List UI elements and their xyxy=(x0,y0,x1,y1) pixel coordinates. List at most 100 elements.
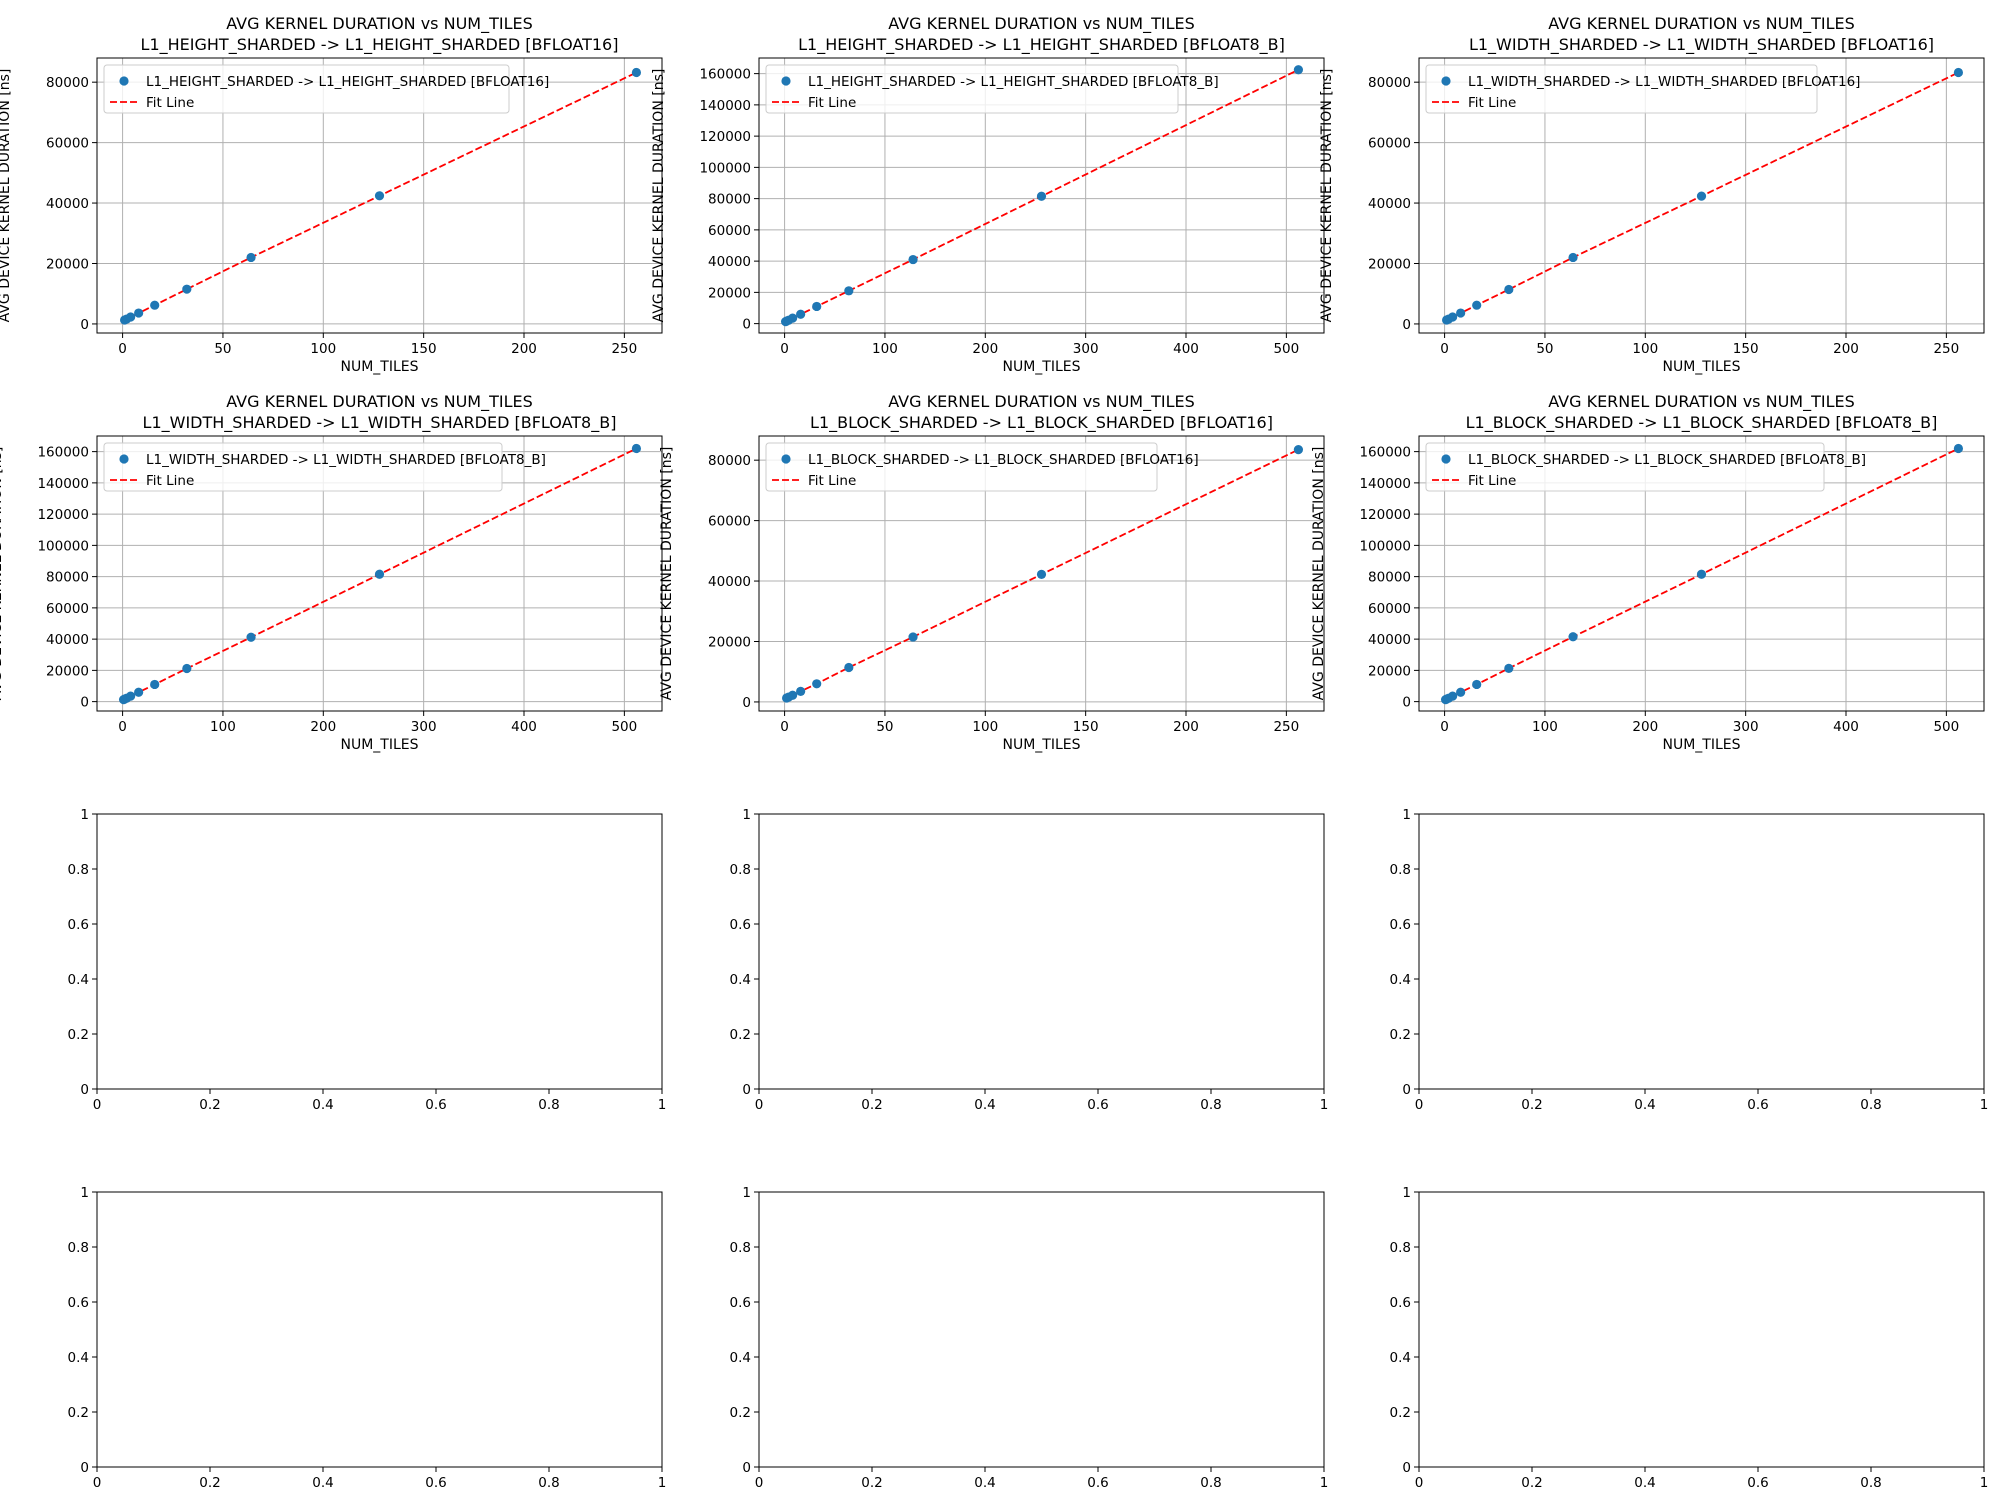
y-axis-label: AVG DEVICE KERNEL DURATION [ns] xyxy=(1319,69,1335,323)
y-tick-label: 0.8 xyxy=(68,862,89,878)
y-tick-label: 80000 xyxy=(708,453,751,469)
y-tick-label: 1 xyxy=(742,807,751,823)
y-tick-label: 0.8 xyxy=(730,1240,751,1256)
legend-marker-points xyxy=(1441,76,1451,86)
y-tick-label: 80000 xyxy=(1368,75,1411,91)
x-tick-label: 0.6 xyxy=(425,1097,446,1113)
y-tick-label: 40000 xyxy=(1368,632,1411,648)
y-tick-label: 20000 xyxy=(1368,256,1411,272)
chart-title: AVG KERNEL DURATION vs NUM_TILES xyxy=(226,14,533,34)
legend-label: L1_BLOCK_SHARDED -> L1_BLOCK_SHARDED [BF… xyxy=(1468,452,1866,468)
x-tick-label: 500 xyxy=(1933,719,1959,735)
chart-subtitle: L1_HEIGHT_SHARDED -> L1_HEIGHT_SHARDED [… xyxy=(798,35,1285,55)
x-tick-label: 1 xyxy=(658,1475,667,1491)
x-tick-label: 300 xyxy=(411,719,437,735)
y-tick-label: 0 xyxy=(1402,1082,1411,1098)
data-point xyxy=(1696,191,1707,201)
y-tick-label: 0.2 xyxy=(68,1405,89,1421)
data-point xyxy=(182,663,192,674)
x-tick-label: 400 xyxy=(511,719,537,735)
legend-label: Fit Line xyxy=(1468,95,1516,111)
y-tick-label: 0.8 xyxy=(68,1240,89,1256)
x-tick-label: 200 xyxy=(310,719,336,735)
legend-label: L1_WIDTH_SHARDED -> L1_WIDTH_SHARDED [BF… xyxy=(1468,74,1860,90)
x-tick-label: 0.8 xyxy=(1860,1475,1881,1491)
y-tick-label: 0.4 xyxy=(68,972,89,988)
chart-subtitle: L1_HEIGHT_SHARDED -> L1_HEIGHT_SHARDED [… xyxy=(141,35,619,55)
axes-frame xyxy=(758,813,1325,1090)
axes-frame xyxy=(1418,1191,1985,1468)
x-tick-label: 0 xyxy=(780,341,789,357)
data-point xyxy=(812,301,822,312)
legend: L1_HEIGHT_SHARDED -> L1_HEIGHT_SHARDED [… xyxy=(103,64,549,114)
y-tick-label: 20000 xyxy=(708,634,751,650)
x-tick-label: 0.2 xyxy=(861,1097,882,1113)
subplot-7: 0 0.2 0.4 0.6 0.8 1 0 0.2 0.4 0.6 0.8 1 xyxy=(68,807,667,1113)
x-tick-label: 200 xyxy=(972,341,998,357)
x-tick-label: 0.8 xyxy=(1200,1475,1221,1491)
y-tick-label: 0.6 xyxy=(1390,1295,1411,1311)
x-tick-label: 0 xyxy=(1440,719,1449,735)
legend-box xyxy=(1425,442,1825,492)
legend-label: Fit Line xyxy=(146,473,194,489)
legend: L1_BLOCK_SHARDED -> L1_BLOCK_SHARDED [BF… xyxy=(1425,442,1866,492)
data-point xyxy=(374,569,385,579)
data-point xyxy=(126,312,136,322)
legend-label: Fit Line xyxy=(808,473,856,489)
legend: L1_BLOCK_SHARDED -> L1_BLOCK_SHARDED [BF… xyxy=(765,442,1199,492)
data-point xyxy=(246,632,256,642)
y-tick-label: 60000 xyxy=(1368,601,1411,617)
chart-title: AVG KERNEL DURATION vs NUM_TILES xyxy=(888,392,1195,412)
legend-box xyxy=(765,64,1179,114)
x-tick-label: 0 xyxy=(93,1097,102,1113)
axes-frame xyxy=(96,1191,663,1468)
chart-title: AVG KERNEL DURATION vs NUM_TILES xyxy=(1548,392,1855,412)
y-tick-label: 0 xyxy=(742,695,751,711)
x-axis-label: NUM_TILES xyxy=(1002,737,1080,753)
x-axis-label: NUM_TILES xyxy=(1002,359,1080,375)
subplot-6: 0 100 200 300 400 500 0 20000 40000 60000 80000 100… xyxy=(1311,392,1985,753)
x-tick-label: 150 xyxy=(1733,341,1759,357)
data-point xyxy=(844,286,854,296)
y-tick-label: 0.6 xyxy=(730,1295,751,1311)
data-point xyxy=(1953,443,1964,454)
data-point xyxy=(150,300,160,310)
chart-subtitle: L1_WIDTH_SHARDED -> L1_WIDTH_SHARDED [BF… xyxy=(1469,35,1934,55)
legend: L1_WIDTH_SHARDED -> L1_WIDTH_SHARDED [BF… xyxy=(1425,64,1860,114)
y-tick-label: 0.2 xyxy=(68,1027,89,1043)
x-tick-label: 0 xyxy=(1415,1475,1424,1491)
y-tick-label: 0.8 xyxy=(730,862,751,878)
x-tick-label: 0.2 xyxy=(1521,1475,1542,1491)
y-axis-label: AVG DEVICE KERNEL DURATION [ns] xyxy=(0,69,13,323)
y-tick-label: 140000 xyxy=(699,98,751,114)
y-tick-label: 20000 xyxy=(46,256,89,272)
y-tick-label: 0 xyxy=(742,1082,751,1098)
subplot-3: 0 50 100 150 200 250 0 20000 40000 60000 80000 AVG … xyxy=(1319,14,1985,375)
y-tick-label: 0 xyxy=(1402,695,1411,711)
data-point xyxy=(1293,444,1304,455)
y-tick-label: 60000 xyxy=(708,223,751,239)
data-point xyxy=(1036,191,1047,201)
y-tick-label: 0.6 xyxy=(68,1295,89,1311)
y-tick-label: 140000 xyxy=(1359,476,1411,492)
y-tick-label: 1 xyxy=(1402,1185,1411,1201)
x-tick-label: 200 xyxy=(1173,719,1199,735)
x-tick-label: 0.4 xyxy=(974,1475,995,1491)
y-tick-label: 0.2 xyxy=(730,1027,751,1043)
x-tick-label: 0.4 xyxy=(312,1097,333,1113)
data-point xyxy=(908,632,918,642)
y-tick-label: 100000 xyxy=(699,160,751,176)
x-tick-label: 0 xyxy=(780,719,789,735)
y-axis-label: AVG DEVICE KERNEL DURATION [ns] xyxy=(659,447,675,701)
data-point xyxy=(796,309,806,319)
y-tick-label: 100000 xyxy=(1359,538,1411,554)
data-point xyxy=(788,690,798,700)
y-tick-label: 100000 xyxy=(37,538,89,554)
y-tick-label: 120000 xyxy=(37,507,89,523)
y-tick-label: 160000 xyxy=(1359,445,1411,461)
data-point xyxy=(1696,569,1707,579)
y-tick-label: 60000 xyxy=(46,136,89,152)
y-tick-label: 0.4 xyxy=(1390,1350,1411,1366)
data-point xyxy=(844,662,854,673)
axes-frame xyxy=(758,435,1325,712)
